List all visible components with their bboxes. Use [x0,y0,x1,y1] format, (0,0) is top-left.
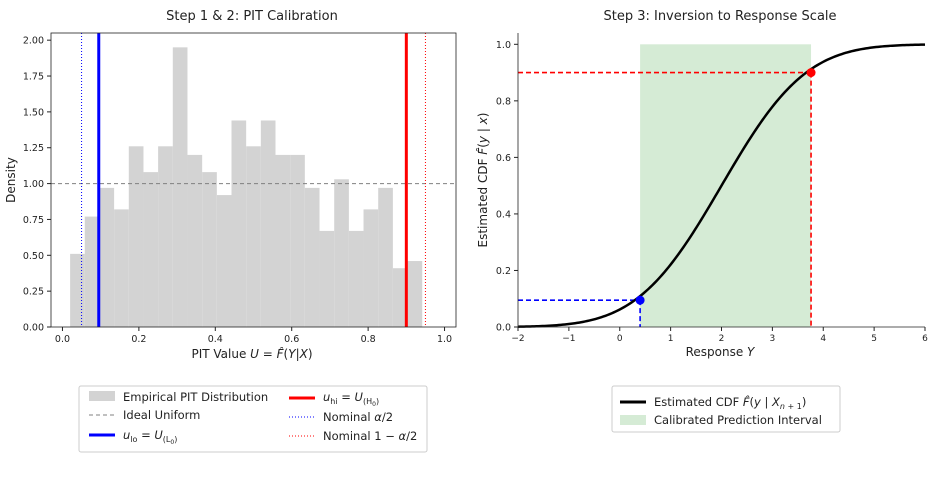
legend-label-empirical: Empirical PIT Distribution [123,390,268,404]
histogram-bar [172,47,188,328]
y-tick-label: 0.25 [23,287,44,298]
prediction-interval-rect [640,44,812,328]
y-tick-label: 0.6 [496,153,511,164]
y-tick-label: 2.00 [23,36,44,47]
legend-label-nominal-hi: Nominal 1 − α/2 [323,429,417,443]
quantile-point [635,295,645,305]
histogram-bar [363,209,379,327]
y-tick-label: 1.75 [23,72,44,83]
legend-label-interval: Calibrated Prediction Interval [654,413,822,427]
histogram-bar [143,172,159,327]
legend-label-uhi: uhi = U(H0) [323,390,379,408]
y-tick-label: 0.2 [496,266,511,277]
y-tick-label: 0.75 [23,215,44,226]
histogram-bar [84,216,100,327]
x-tick-label: 1 [668,334,674,344]
histogram-bar [187,154,203,327]
cdf-curve [517,43,926,328]
prediction-interval-band [640,44,812,328]
y-tick-label: 0.50 [23,251,44,262]
y-tick-label: 1.0 [496,40,511,51]
histogram-bar [392,268,408,327]
x-tick-label: 1.0 [437,334,452,345]
x-tick-label: −1 [562,334,575,344]
legend-label-ulo: ulo = U(L0) [123,428,177,446]
histogram-bar [202,172,217,327]
reference-lines [51,33,456,327]
right-legend-box [611,385,841,433]
histogram-bar [246,146,261,327]
y-tick-label: 1.25 [23,143,44,154]
legend-label-cdf: Estimated CDF F̂(y | Xn + 1) [654,395,806,411]
right-x-axis-label: Response Y [686,345,756,359]
histogram-bar [275,154,291,327]
legend-swatch-interval [620,415,646,425]
left-x-ticks: 0.0 0.2 0.4 0.6 0.8 1.0 [55,327,452,345]
x-tick-label: −2 [511,334,524,344]
right-x-ticks: −2 −1 0 1 2 3 4 5 6 [511,327,928,344]
right-y-axis-label: Estimated CDF F̂(y | x) [476,113,490,248]
left-legend: Empirical PIT Distribution Ideal Uniform… [78,385,428,453]
x-tick-label: 0.2 [131,334,146,345]
legend-swatch-empirical [89,391,115,401]
x-tick-label: 2 [719,334,725,344]
legend-label-ideal: Ideal Uniform [123,408,200,422]
x-tick-label: 6 [922,334,928,344]
y-tick-label: 0.4 [496,209,511,220]
left-legend-box [78,385,428,453]
x-tick-label: 0.6 [284,334,299,345]
histogram-bar [378,187,393,327]
histogram-bar [304,187,320,327]
y-tick-label: 1.50 [23,107,44,118]
right-panel: Step 3: Inversion to Response Scale 0.0 0… [476,9,928,359]
x-tick-label: 0.4 [208,334,223,345]
histogram-bar [231,120,247,327]
left-panel: Step 1 & 2: PIT Calibration 0.00 0.25 0.50… [4,9,457,361]
left-chart-title: Step 1 & 2: PIT Calibration [166,9,338,24]
legend-label-nominal-lo: Nominal α/2 [323,410,393,424]
quantile-point [806,68,816,78]
right-chart-title: Step 3: Inversion to Response Scale [603,9,836,24]
left-y-ticks: 0.00 0.25 0.50 0.75 1.00 1.25 1.50 1.75 2.00 [23,36,51,334]
histogram-bar [114,209,129,327]
x-tick-label: 3 [770,334,776,344]
left-plot-frame [50,32,457,328]
y-tick-label: 0.00 [23,323,44,334]
histogram-bar [260,120,276,327]
histogram-bar [319,230,335,327]
quantile-points [635,68,816,305]
histogram-bar [216,195,232,327]
y-tick-label: 0.8 [496,96,511,107]
right-legend: Estimated CDF F̂(y | Xn + 1) Calibrated … [611,385,841,433]
y-tick-label: 0.0 [496,323,511,334]
x-tick-label: 5 [871,334,877,344]
x-tick-label: 0.0 [55,334,70,345]
cdf-line [517,43,926,328]
x-tick-label: 4 [820,334,826,344]
histogram-bars [70,47,423,328]
y-tick-label: 1.00 [23,179,44,190]
histogram-bar [290,154,305,327]
histogram-bar [158,146,173,327]
left-y-axis-label: Density [4,157,18,203]
x-tick-label: 0 [617,334,623,344]
histogram-bar [348,230,364,327]
histogram-bar [334,179,349,327]
histogram-bar [99,187,115,327]
x-tick-label: 0.8 [361,334,376,345]
histogram-bar [128,146,144,327]
histogram-bar [407,261,423,327]
histogram-bar [70,253,85,327]
left-x-axis-label: PIT Value U = F̂(Y|X) [191,347,312,361]
